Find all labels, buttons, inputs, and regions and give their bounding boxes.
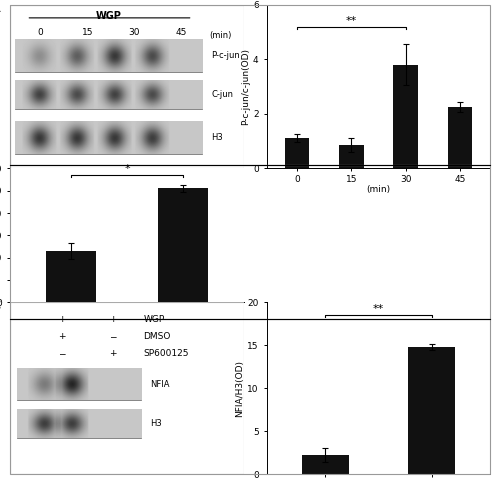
FancyBboxPatch shape	[10, 5, 244, 168]
Bar	[46, 251, 96, 302]
Text: *: *	[124, 164, 130, 174]
Text: C-jun: C-jun	[212, 90, 234, 99]
Bar	[448, 107, 472, 168]
Y-axis label: P-c-jun/c-jun(OD): P-c-jun/c-jun(OD)	[241, 48, 250, 125]
Bar	[339, 145, 363, 168]
Text: **: **	[373, 305, 384, 315]
Text: 15: 15	[82, 28, 93, 37]
FancyBboxPatch shape	[10, 302, 244, 474]
Text: (min): (min)	[210, 31, 232, 40]
Bar	[14, 80, 202, 110]
Text: SP600125: SP600125	[144, 350, 189, 358]
Text: +: +	[110, 315, 117, 324]
Text: WGP: WGP	[96, 11, 122, 21]
Bar	[14, 39, 202, 72]
Bar	[158, 188, 208, 302]
Text: −: −	[110, 332, 117, 342]
Text: 30: 30	[128, 28, 140, 37]
Text: A: A	[0, 1, 1, 14]
Text: +: +	[110, 350, 117, 358]
Bar	[284, 138, 309, 168]
Bar	[394, 65, 418, 168]
Text: P-c-jun: P-c-jun	[212, 51, 240, 60]
Text: 45: 45	[175, 28, 186, 37]
Text: 0: 0	[38, 28, 44, 37]
X-axis label: (min): (min)	[366, 185, 390, 194]
Text: DMSO: DMSO	[144, 332, 171, 342]
Bar	[14, 121, 202, 154]
Bar	[408, 347, 456, 474]
Text: +: +	[58, 315, 66, 324]
Text: NFIA: NFIA	[150, 379, 170, 388]
Text: −: −	[58, 350, 66, 358]
Text: **: **	[346, 16, 357, 26]
Text: WGP: WGP	[144, 315, 165, 324]
Text: H3: H3	[212, 133, 223, 142]
Y-axis label: NFIA/H3(OD): NFIA/H3(OD)	[236, 360, 244, 417]
Text: H3: H3	[150, 419, 162, 428]
Text: +: +	[58, 332, 66, 342]
Bar	[17, 409, 141, 438]
Bar	[302, 456, 350, 474]
Bar	[17, 368, 141, 400]
